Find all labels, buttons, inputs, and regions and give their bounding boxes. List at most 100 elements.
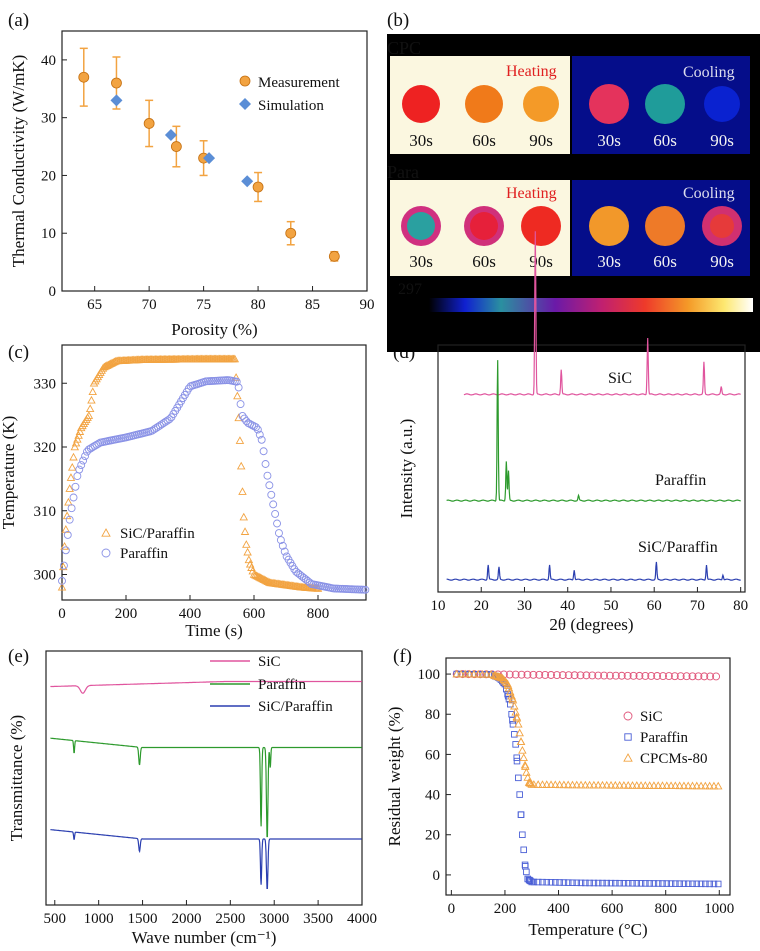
paraffin-point xyxy=(255,430,264,439)
sic-paraffin-point xyxy=(88,387,97,395)
y-tick-label: 310 xyxy=(34,504,57,520)
cpcms-80-point xyxy=(679,781,689,790)
paraffin-point xyxy=(161,417,170,426)
sic-point xyxy=(600,671,609,680)
y-tick-label: 20 xyxy=(425,828,440,844)
paraffin-point xyxy=(276,536,285,545)
plot-frame xyxy=(45,650,363,906)
panel-label-b: (b) xyxy=(387,10,409,31)
sic-point xyxy=(582,671,591,680)
cpcms-80-point xyxy=(555,780,564,789)
sic-paraffin-point xyxy=(69,452,78,461)
legend-marker-sic-paraffin xyxy=(101,528,111,537)
cpcms-80-point xyxy=(649,781,659,789)
paraffin-point xyxy=(267,490,276,499)
sic-point xyxy=(623,671,632,680)
cpcms-80-point xyxy=(538,780,547,788)
x-tick-label: 1000 xyxy=(704,901,734,917)
heating-spot-para-90s xyxy=(521,206,561,246)
sic-paraffin-point xyxy=(235,436,245,444)
y-tick-label: 300 xyxy=(34,568,57,584)
measurement-point xyxy=(252,181,264,193)
time-label: 90s xyxy=(710,131,734,150)
sic-point xyxy=(664,672,673,681)
cooling-spot-para-30s xyxy=(589,206,629,246)
paraffin-point xyxy=(165,415,174,424)
paraffin-point xyxy=(672,880,679,887)
cpcms-80-point xyxy=(521,762,530,770)
x-tick-label: 60 xyxy=(647,598,662,614)
x-tick-label: 1000 xyxy=(84,911,114,927)
sic-paraffin-point xyxy=(73,434,82,443)
paraffin-point xyxy=(564,879,572,886)
paraffin-point xyxy=(582,879,589,887)
paraffin-point xyxy=(361,585,370,594)
y-tick-label: 0 xyxy=(433,868,441,884)
sic-point xyxy=(529,670,538,679)
cpcms-80-point xyxy=(653,781,663,789)
cpcms-80-point xyxy=(589,780,599,789)
legend-marker-sic xyxy=(623,711,633,721)
time-label: 30s xyxy=(409,252,433,271)
sic-paraffin-point xyxy=(67,462,77,471)
paraffin-point xyxy=(159,419,168,427)
paraffin-point xyxy=(620,879,628,887)
sic-point xyxy=(511,670,520,679)
cpcms-80-point xyxy=(461,669,470,678)
paraffin-point xyxy=(71,482,80,491)
cpcms-80-point xyxy=(713,781,723,790)
y-tick-label: 320 xyxy=(34,440,57,456)
sic-paraffin-point xyxy=(230,354,240,363)
y-axis-title: Intensity (a.u.) xyxy=(397,419,416,519)
paraffin-point xyxy=(714,880,722,888)
paraffin-point xyxy=(612,879,619,887)
paraffin-point xyxy=(556,879,563,886)
paraffin-point xyxy=(155,421,164,430)
paraffin-point xyxy=(234,383,243,392)
simulation-point xyxy=(203,152,216,165)
paraffin-point xyxy=(516,791,523,798)
heating-spot-cpc-60s xyxy=(465,85,503,123)
paraffin-point xyxy=(599,879,606,887)
cpcms-80-point xyxy=(508,695,518,704)
sic-point xyxy=(576,671,585,680)
legend-marker-paraffin xyxy=(101,548,111,558)
y-tick-label: 0 xyxy=(49,284,57,300)
simulation-point xyxy=(164,129,177,141)
paraffin-point xyxy=(624,880,632,887)
sic-paraffin-point xyxy=(60,542,69,550)
paraffin-point xyxy=(88,443,97,452)
sic-point xyxy=(552,671,561,680)
paraffin-point xyxy=(90,442,99,450)
cpcms-80-point xyxy=(593,780,603,789)
x-tick-label: 400 xyxy=(179,606,202,622)
paraffin-point xyxy=(590,879,598,887)
y-tick-label: 10 xyxy=(41,226,56,242)
sic-point xyxy=(547,671,555,679)
sic-paraffin-point xyxy=(108,358,118,366)
heating-label-para: Heating xyxy=(506,185,557,202)
sic-point xyxy=(653,672,662,680)
x-tick-label: 90 xyxy=(360,297,375,313)
cooling-spot-cpc-30s xyxy=(589,84,629,124)
heating-spot-cpc-30s xyxy=(402,85,440,123)
paraffin-point xyxy=(603,879,611,887)
sic-point xyxy=(611,671,620,680)
paraffin-point xyxy=(642,880,649,887)
cpcms-80-point xyxy=(576,780,586,789)
cpcms-80-point xyxy=(709,781,719,790)
cpcms-80-point xyxy=(510,701,519,710)
paraffin-point xyxy=(530,878,538,886)
sic-paraffin-point xyxy=(242,540,251,548)
series-label-paraffin: Paraffin xyxy=(655,472,706,489)
sic-point xyxy=(570,671,579,680)
cpcms-80-point xyxy=(452,669,461,678)
x-tick-label: 600 xyxy=(243,606,266,622)
sic-point xyxy=(594,671,603,680)
paraffin-point xyxy=(265,481,274,490)
x-tick-label: 1500 xyxy=(128,911,158,927)
sic-point xyxy=(641,671,650,680)
measurement-point xyxy=(78,71,90,83)
panel-label-e: (e) xyxy=(8,646,29,667)
